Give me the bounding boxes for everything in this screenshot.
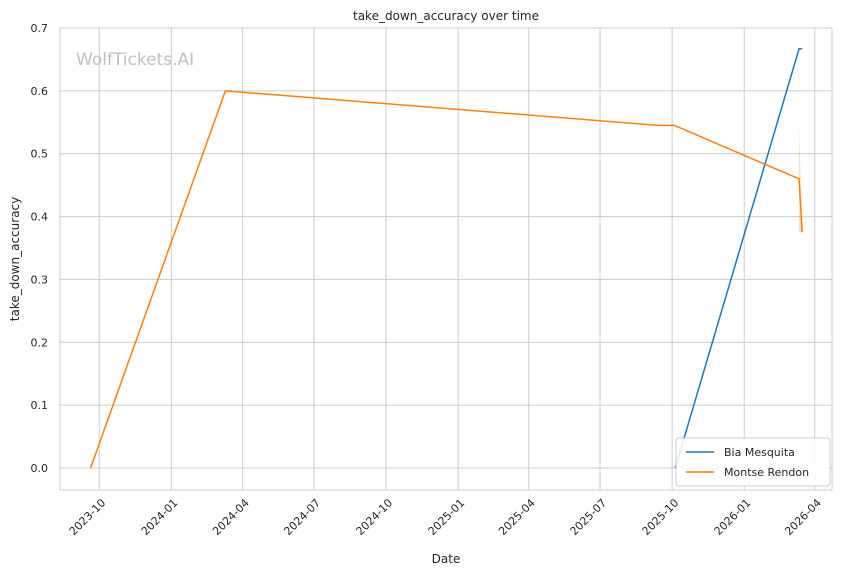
x-axis-ticks: 2023-10 2024-01 2024-04 2024-07 2024-10 2025-… bbox=[67, 496, 824, 538]
y-tick-label: 0.2 bbox=[31, 336, 49, 349]
x-tick-label: 2026-01 bbox=[712, 496, 754, 538]
series-line bbox=[674, 47, 803, 469]
x-tick-label: 2024-04 bbox=[210, 496, 252, 538]
y-tick-label: 0.0 bbox=[31, 462, 49, 475]
confidence-band bbox=[799, 125, 803, 233]
y-tick-label: 0.5 bbox=[31, 148, 49, 161]
legend: Bia Mesquita Montse Rendon bbox=[675, 437, 831, 487]
legend-label: Bia Mesquita bbox=[724, 446, 795, 459]
y-axis-ticks: 0.0 0.1 0.2 0.3 0.4 0.5 0.6 0.7 bbox=[31, 22, 49, 475]
y-axis-label: take_down_accuracy bbox=[8, 197, 22, 321]
x-tick-label: 2024-01 bbox=[139, 496, 181, 538]
y-tick-label: 0.1 bbox=[31, 399, 49, 412]
x-tick-label: 2025-07 bbox=[568, 496, 610, 538]
y-tick-label: 0.7 bbox=[31, 22, 49, 35]
chart-title: take_down_accuracy over time bbox=[353, 9, 539, 23]
legend-label: Montse Rendon bbox=[724, 466, 809, 479]
x-tick-label: 2025-04 bbox=[496, 496, 538, 538]
x-tick-label: 2026-04 bbox=[782, 496, 824, 538]
watermark: WolfTickets.AI bbox=[76, 50, 194, 70]
y-tick-label: 0.4 bbox=[31, 211, 49, 224]
legend-box bbox=[675, 437, 831, 487]
y-tick-label: 0.3 bbox=[31, 273, 49, 286]
x-tick-label: 2024-07 bbox=[281, 496, 323, 538]
series-line bbox=[89, 90, 803, 469]
x-tick-label: 2025-01 bbox=[426, 496, 468, 538]
series-lines bbox=[89, 47, 803, 469]
confidence-bands bbox=[799, 125, 803, 233]
x-tick-label: 2023-10 bbox=[67, 496, 109, 538]
y-tick-label: 0.6 bbox=[31, 85, 49, 98]
grid bbox=[60, 27, 832, 490]
x-axis-label: Date bbox=[432, 552, 461, 566]
x-tick-label: 2024-10 bbox=[354, 496, 396, 538]
x-tick-label: 2025-10 bbox=[640, 496, 682, 538]
plot-frame bbox=[59, 27, 833, 491]
